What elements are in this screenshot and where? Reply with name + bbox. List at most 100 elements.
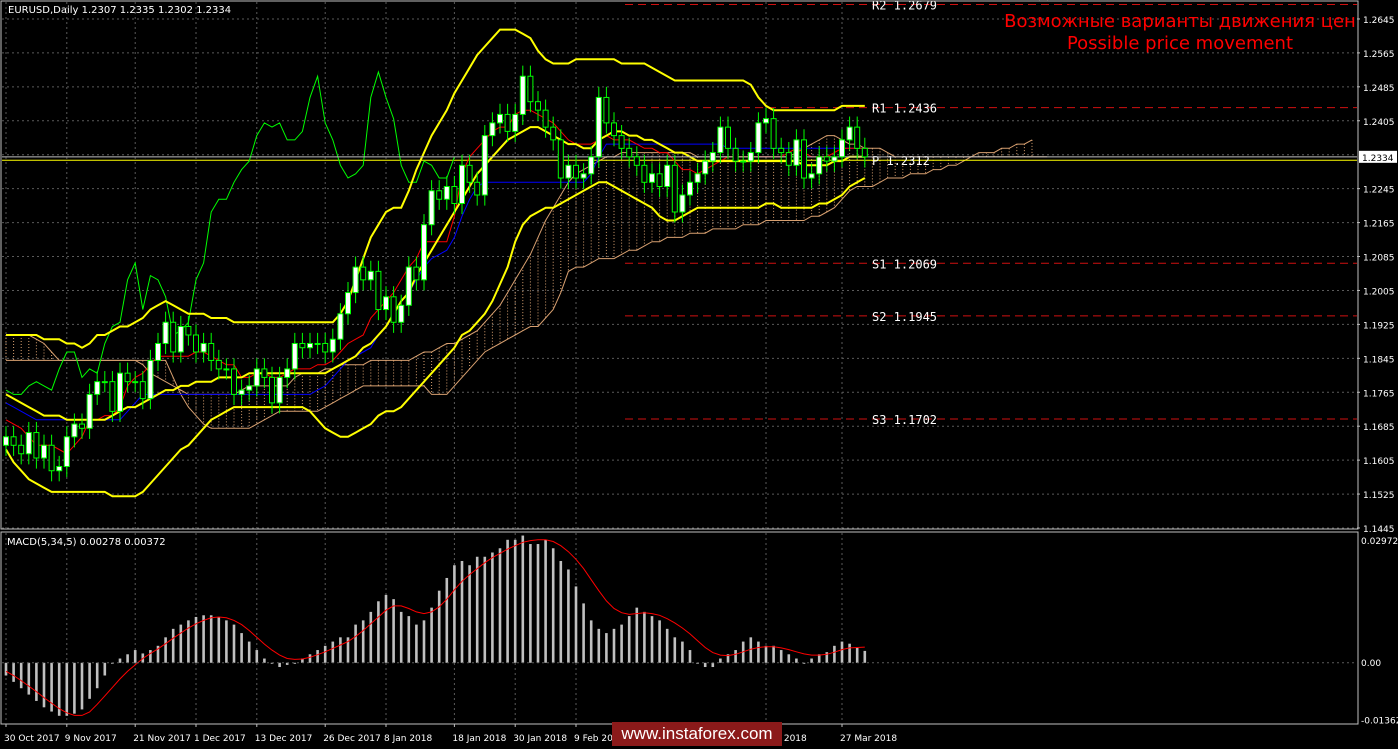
macd-bar <box>810 658 813 663</box>
candle <box>101 381 108 384</box>
macd-bar <box>529 544 532 663</box>
macd-bar <box>772 645 775 663</box>
candle <box>459 164 465 204</box>
senkou-span-a <box>6 135 1048 395</box>
candle <box>588 156 595 175</box>
candle <box>71 423 78 438</box>
candle <box>626 147 633 158</box>
candle <box>512 113 519 132</box>
bollinger-lower <box>5 177 866 498</box>
x-tick-label: 30 Jan 2018 <box>513 734 567 744</box>
macd-bar <box>749 637 753 663</box>
macd-bar <box>468 565 471 663</box>
bollinger-upper <box>6 28 865 349</box>
macd-bar <box>840 641 844 663</box>
candle <box>694 173 701 183</box>
candle <box>497 113 503 124</box>
macd-bar <box>544 539 547 663</box>
x-tick-label: 18 Jan 2018 <box>452 734 506 744</box>
candle <box>299 342 306 349</box>
candle <box>542 109 549 128</box>
macd-tick-label: 0.00 <box>1361 659 1381 669</box>
macd-bar <box>855 647 859 663</box>
candle <box>405 266 412 306</box>
time-axis: 30 Oct 2017 9 Nov 2017 21 Nov 2017 1 Dec 20… <box>4 724 897 744</box>
macd-label: MACD(5,34,5) 0.00278 0.00372 <box>7 537 166 548</box>
macd-bar <box>232 624 236 663</box>
candle <box>307 342 313 349</box>
candle <box>162 321 169 344</box>
macd-bar <box>361 620 365 663</box>
y-tick-label: 1.2165 <box>1363 220 1395 230</box>
macd-bar <box>491 552 494 663</box>
macd-bar <box>255 650 259 663</box>
y-tick-label: 1.1845 <box>1363 355 1395 365</box>
candle <box>527 75 534 103</box>
candle <box>337 313 344 340</box>
macd-bar <box>415 624 418 663</box>
x-tick-label: Mar 2018 <box>764 734 807 744</box>
macd-bar <box>475 556 479 663</box>
macd-bar <box>12 662 15 682</box>
candle <box>269 376 275 404</box>
macd-bar <box>126 654 129 663</box>
y-tick-label: 1.2245 <box>1363 186 1395 196</box>
candle <box>200 342 207 353</box>
title-ru: Возможные варианты движения цен <box>1004 11 1356 32</box>
candle <box>618 135 625 149</box>
y-tick-label: 1.2645 <box>1363 16 1395 26</box>
macd-bar <box>688 650 692 663</box>
x-tick-label: 13 Dec 2017 <box>255 734 312 744</box>
candle <box>489 122 496 137</box>
macd-bar <box>225 620 228 663</box>
macd-bar <box>42 662 46 708</box>
candlesticks <box>3 65 868 482</box>
macd-bar <box>536 544 540 663</box>
candle <box>709 152 716 162</box>
macd-bar <box>217 616 221 663</box>
macd-bar <box>445 577 449 663</box>
candle <box>656 173 663 188</box>
y-tick-label: 1.2085 <box>1363 254 1395 264</box>
candle <box>785 152 792 166</box>
macd-bar <box>80 662 84 710</box>
candle <box>170 321 177 353</box>
candle <box>611 122 617 137</box>
macd-signal-line <box>5 539 865 716</box>
candle <box>284 368 291 378</box>
macd-bar <box>521 535 525 663</box>
y-tick-label: 1.1445 <box>1363 525 1395 535</box>
macd-tick-label: -0.01362 <box>1361 717 1398 727</box>
macd-bar <box>399 611 403 663</box>
x-tick-label: 1 Dec 2017 <box>194 734 246 744</box>
macd-bar <box>88 662 91 699</box>
macd-bar <box>422 620 426 663</box>
macd-bar <box>764 645 768 663</box>
candle <box>94 381 101 395</box>
candle <box>398 304 405 323</box>
macd-bar <box>825 652 829 663</box>
macd-bar <box>551 548 555 663</box>
macd-bar <box>65 662 69 716</box>
macd-bar <box>795 658 798 663</box>
candle <box>633 156 640 166</box>
title-en: Possible price movement <box>1067 33 1293 54</box>
macd-bar <box>757 641 760 663</box>
macd-bar <box>171 628 175 663</box>
y-tick-label: 1.2485 <box>1363 84 1395 94</box>
macd-bar <box>278 662 281 668</box>
y-tick-label: 1.1525 <box>1363 491 1395 501</box>
candle <box>63 436 70 467</box>
macd-bar <box>331 641 335 663</box>
macd-bar <box>574 586 578 663</box>
macd-bar <box>734 650 737 663</box>
macd-bar <box>384 594 388 663</box>
candle <box>664 164 671 188</box>
macd-bar <box>346 637 350 663</box>
macd-bar <box>133 650 137 663</box>
candle <box>595 96 602 158</box>
macd-bar <box>643 611 646 663</box>
macd-bar <box>308 654 312 663</box>
candle <box>314 342 321 345</box>
macd-bar <box>179 624 183 663</box>
